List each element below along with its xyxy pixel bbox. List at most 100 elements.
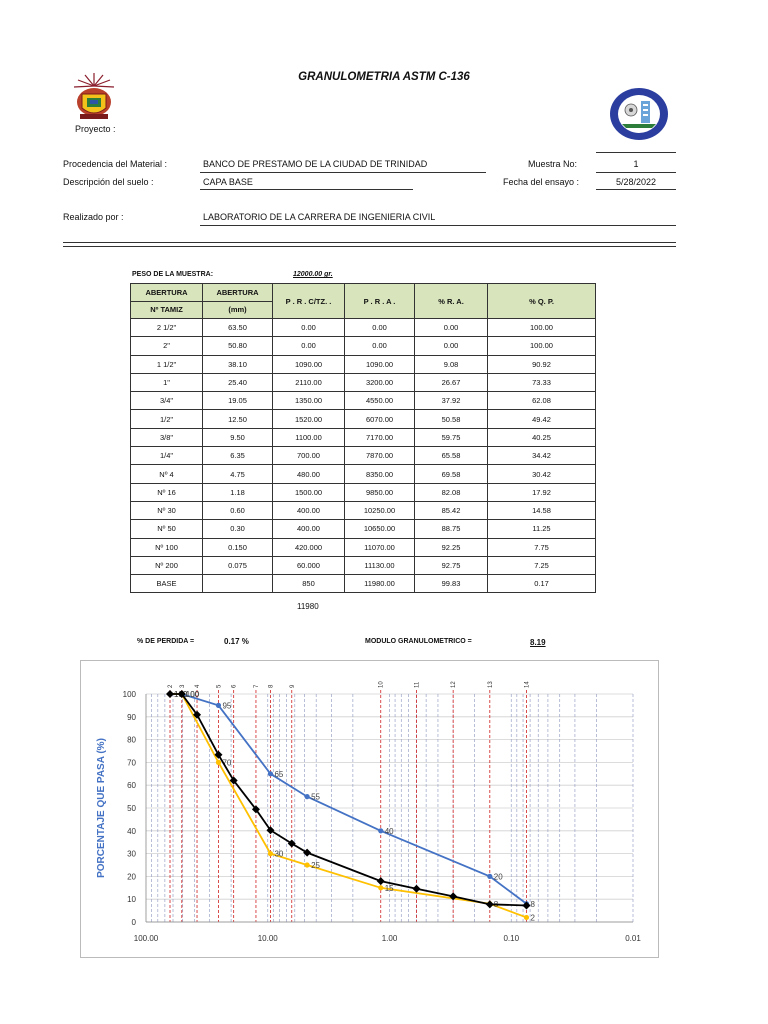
y-tick-label: 70 — [127, 758, 136, 767]
cell-mm: 0.075 — [202, 555, 273, 576]
data-point — [267, 851, 274, 857]
cell-pra: 8350.00 — [344, 464, 415, 484]
data-point — [378, 828, 384, 834]
table-row: Nº 100 0.150 420.000 11070.00 92.25 7.75 — [130, 537, 596, 557]
proyecto-label: Proyecto : — [75, 124, 116, 134]
cell-qp: 34.42 — [487, 446, 596, 466]
granulometry-table: ABERTURA ABERTURA P . R . C/TZ. . P . R … — [130, 283, 596, 611]
cell-prc: 1090.00 — [272, 354, 345, 374]
cell-prc: 0.00 — [272, 317, 345, 338]
data-point — [193, 710, 202, 719]
engineering-seal — [608, 86, 670, 142]
table-row: 1 1/2" 38.10 1090.00 1090.00 9.08 90.92 — [130, 354, 596, 374]
cell-tamiz: 2" — [130, 336, 203, 356]
data-point — [304, 794, 310, 800]
x-tick-label: 0.10 — [503, 934, 519, 943]
data-label: 95 — [222, 701, 231, 710]
descripcion-value: CAPA BASE — [203, 177, 253, 187]
data-point — [304, 862, 310, 868]
cell-mm: 9.50 — [202, 427, 273, 448]
cell-qp: 0.17 — [487, 574, 596, 594]
sieve-marker-label: 12 — [451, 681, 457, 688]
data-point — [214, 750, 223, 759]
cell-tamiz: Nº 16 — [130, 482, 203, 502]
cell-qp: 7.75 — [487, 537, 596, 557]
data-point — [412, 884, 421, 893]
cell-tamiz: BASE — [130, 574, 203, 594]
x-tick-label: 0.01 — [625, 934, 641, 943]
cell-ra: 26.67 — [414, 372, 488, 393]
sieve-marker-label: 8 — [268, 684, 274, 688]
y-axis-title: PORCENTAJE QUE PASA (%) — [96, 738, 107, 878]
data-point — [378, 885, 384, 891]
y-tick-label: 10 — [127, 895, 136, 904]
y-tick-label: 20 — [127, 872, 136, 881]
sieve-marker-label: 7 — [254, 684, 260, 688]
cell-prc: 1350.00 — [272, 391, 345, 411]
fecha-underline — [596, 189, 676, 190]
cell-ra: 9.08 — [414, 354, 488, 374]
header-ra: % R. A. — [414, 283, 488, 319]
cell-qp: 100.00 — [487, 336, 596, 356]
total-weight: 11980 — [297, 602, 319, 611]
cell-pra: 7870.00 — [344, 446, 415, 466]
peso-value: 12000.00 gr. — [293, 271, 333, 278]
series-line — [170, 693, 527, 905]
procedencia-label: Procedencia del Material : — [63, 159, 168, 169]
cell-pra: 11130.00 — [344, 555, 415, 576]
cell-mm: 0.150 — [202, 537, 273, 557]
cell-qp: 90.92 — [487, 354, 596, 374]
data-point — [251, 805, 260, 814]
cell-pra: 6070.00 — [344, 409, 415, 429]
cell-prc: 0.00 — [272, 336, 345, 356]
data-label: 70 — [222, 758, 231, 767]
data-point — [303, 848, 312, 857]
cell-tamiz: 1 1/2" — [130, 354, 203, 374]
cell-ra: 88.75 — [414, 519, 488, 539]
sieve-marker-label: 5 — [216, 684, 222, 688]
data-label: 40 — [385, 827, 394, 836]
table-row: Nº 16 1.18 1500.00 9850.00 82.08 17.92 — [130, 482, 596, 502]
table-row: 3/8" 9.50 1100.00 7170.00 59.75 40.25 — [130, 427, 596, 448]
header-tamiz: Nº TAMIZ — [130, 300, 203, 319]
cell-qp: 40.25 — [487, 427, 596, 448]
cell-prc: 850 — [272, 574, 345, 594]
cell-qp: 100.00 — [487, 317, 596, 338]
cell-qp: 49.42 — [487, 409, 596, 429]
table-row: 1/2" 12.50 1520.00 6070.00 50.58 49.42 — [130, 409, 596, 429]
document-title: GRANULOMETRIA ASTM C-136 — [298, 71, 470, 83]
y-tick-label: 90 — [127, 713, 136, 722]
cell-prc: 400.00 — [272, 519, 345, 539]
data-label: 55 — [311, 793, 320, 802]
data-point — [215, 702, 222, 708]
data-point — [487, 873, 493, 879]
cell-ra: 65.58 — [414, 446, 488, 466]
cell-tamiz: 1" — [130, 372, 203, 393]
cell-ra: 59.75 — [414, 427, 488, 448]
cell-prc: 420.000 — [272, 537, 345, 557]
cell-pra: 3200.00 — [344, 372, 415, 393]
header-separator — [63, 242, 676, 247]
cell-ra: 0.00 — [414, 317, 488, 338]
y-tick-label: 100 — [123, 690, 137, 699]
data-point — [522, 901, 531, 910]
cell-tamiz: Nº 4 — [130, 464, 203, 484]
table-row: Nº 50 0.30 400.00 10650.00 88.75 11.25 — [130, 519, 596, 539]
realizado-underline — [200, 225, 676, 226]
cell-ra: 92.75 — [414, 555, 488, 576]
cell-mm: 1.18 — [202, 482, 273, 502]
cell-mm: 4.75 — [202, 464, 273, 484]
data-point — [229, 776, 238, 785]
cell-prc: 1500.00 — [272, 482, 345, 502]
header-prc: P . R . C/TZ. . — [272, 283, 345, 319]
cell-mm: 12.50 — [202, 409, 273, 429]
cell-mm — [202, 574, 273, 594]
descripcion-label: Descripción del suelo : — [63, 177, 154, 187]
cell-tamiz: 2 1/2" — [130, 317, 203, 338]
header-abertura: ABERTURA — [130, 283, 203, 302]
y-tick-label: 30 — [127, 850, 136, 859]
y-tick-label: 40 — [127, 827, 136, 836]
sieve-marker-label: 4 — [195, 684, 201, 688]
muestra-underline — [596, 172, 676, 173]
perdida-value: 0.17 % — [224, 637, 249, 646]
